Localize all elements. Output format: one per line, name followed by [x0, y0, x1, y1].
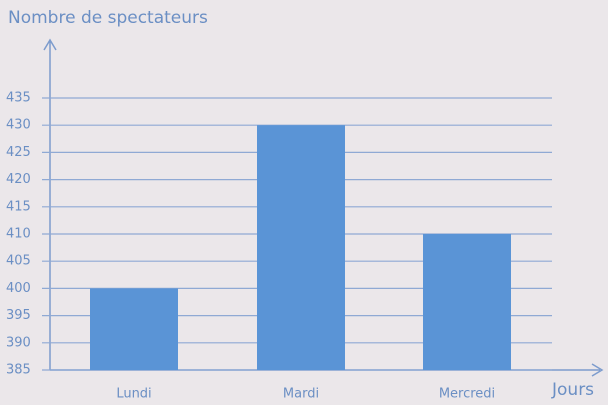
y-tick-label: 400	[6, 281, 31, 296]
y-tick-label: 390	[6, 335, 31, 350]
y-tick-label: 385	[6, 363, 31, 378]
y-axis-label: Nombre de spectateurs	[8, 8, 208, 28]
x-tick-label: Mardi	[283, 387, 319, 402]
y-tick-label: 425	[6, 145, 31, 160]
x-axis-label: Jours	[551, 380, 594, 400]
y-tick-label: 435	[6, 91, 31, 106]
y-tick-label: 430	[6, 118, 31, 133]
bar	[90, 288, 178, 370]
y-tick-label: 405	[6, 254, 31, 269]
y-tick-label: 395	[6, 308, 31, 323]
x-tick-label: Lundi	[116, 387, 151, 402]
y-tick-label: 410	[6, 227, 31, 242]
bar	[423, 234, 511, 370]
bar	[257, 125, 345, 370]
x-tick-label: Mercredi	[439, 387, 495, 402]
y-tick-label: 420	[6, 172, 31, 187]
y-tick-label: 415	[6, 199, 31, 214]
